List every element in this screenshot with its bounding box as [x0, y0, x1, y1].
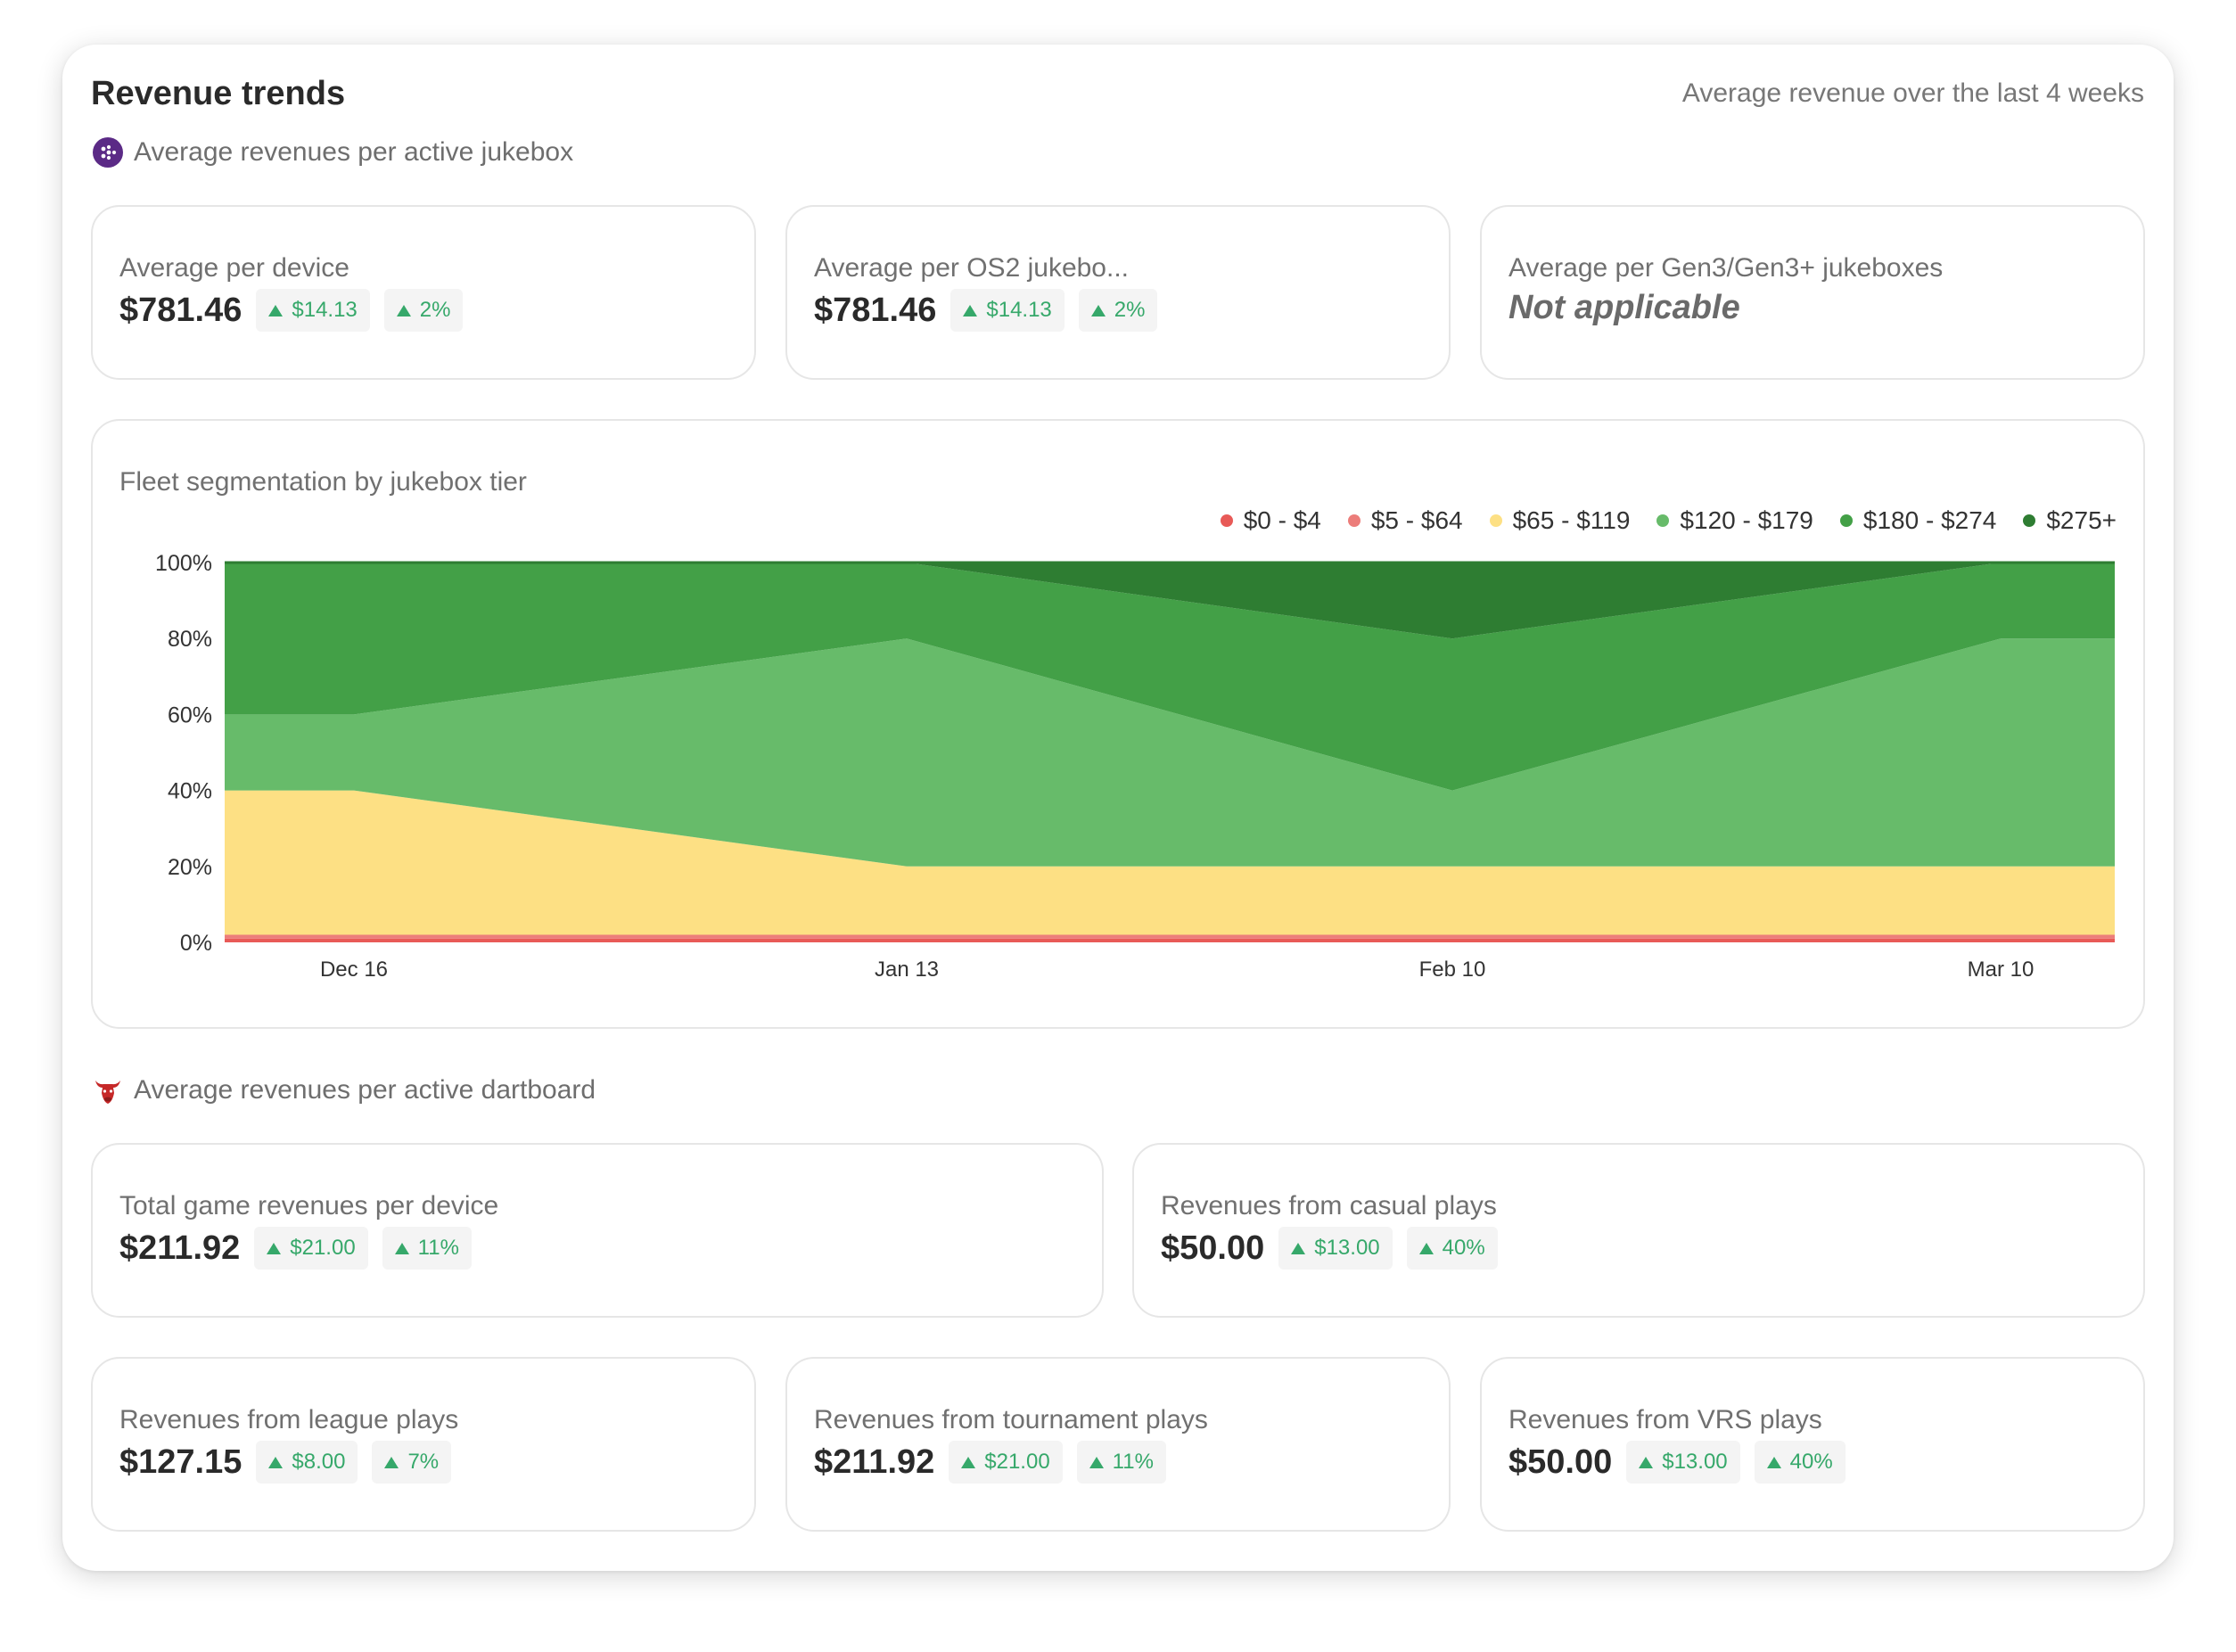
delta-amount-badge: $21.00: [254, 1227, 368, 1270]
metric-label: Average per Gen3/Gen3+ jukeboxes: [1508, 253, 1944, 283]
dartboard-section-label: Average revenues per active dartboard: [134, 1075, 596, 1105]
trend-up-icon: [1418, 1242, 1434, 1254]
fleet-segmentation-chart-card: Fleet segmentation by jukebox tier $0 - …: [91, 419, 2145, 1029]
metric-label: Average per device: [119, 253, 349, 283]
trend-up-icon: [396, 304, 411, 316]
metric-card-average-per-os2: Average per OS2 jukebo... $781.46 $14.13…: [785, 205, 1451, 380]
trend-up-icon: [963, 304, 978, 316]
bull-logo-icon: [95, 1081, 120, 1104]
metric-card-average-per-gen3: Average per Gen3/Gen3+ jukeboxes Not app…: [1480, 205, 2145, 380]
y-tick-label: 20%: [168, 855, 212, 880]
jukebox-section-title: Average revenues per active jukebox: [93, 137, 573, 168]
legend-dot-icon: [1347, 514, 1361, 527]
delta-amount-badge: $21.00: [949, 1441, 1063, 1484]
area-series[interactable]: [225, 638, 2115, 867]
legend-label: $275+: [2046, 506, 2117, 534]
metric-label: Average per OS2 jukebo...: [814, 253, 1129, 283]
revenue-trends-panel: Revenue trends Average revenue over the …: [62, 45, 2174, 1571]
x-tick-label: Jan 13: [875, 958, 939, 982]
metric-value: $211.92: [119, 1229, 241, 1267]
y-tick-label: 60%: [168, 703, 212, 727]
metric-value: $781.46: [119, 291, 243, 329]
chart-legend: $0 - $4 $5 - $64 $65 - $119 $120 - $179 $180…: [1220, 506, 2117, 535]
metric-card-vrs-plays: Revenues from VRS plays $50.00 $13.00 40…: [1480, 1357, 2145, 1532]
dartboard-section-title: Average revenues per active dartboard: [93, 1075, 596, 1105]
legend-dot-icon: [1489, 514, 1502, 527]
trend-up-icon: [1089, 1456, 1104, 1468]
metric-value: $50.00: [1508, 1442, 1613, 1481]
stacked-area-chart: 0% 20% 40% 60% 80% 100% Dec 16 Jan 13 Feb 10 Mar …: [155, 551, 2115, 982]
legend-dot-icon: [1656, 514, 1670, 527]
legend-label: $5 - $64: [1370, 506, 1463, 534]
y-tick-label: 0%: [180, 931, 212, 956]
area-series[interactable]: [225, 934, 2115, 939]
trend-up-icon: [1639, 1456, 1654, 1468]
jukebox-logo-icon: [93, 137, 123, 168]
legend-item[interactable]: $65 - $119: [1489, 506, 1631, 535]
metric-card-tournament-plays: Revenues from tournament plays $211.92 $…: [785, 1357, 1451, 1532]
trend-up-icon: [394, 1242, 409, 1254]
delta-amount-badge: $14.13: [950, 289, 1065, 332]
delta-percent-badge: 11%: [1076, 1441, 1166, 1484]
legend-dot-icon: [2023, 514, 2036, 527]
trend-up-icon: [961, 1456, 976, 1468]
delta-percent-badge: 11%: [382, 1227, 472, 1270]
legend-item[interactable]: $180 - $274: [1839, 506, 1997, 535]
legend-item[interactable]: $0 - $4: [1220, 506, 1321, 535]
delta-percent-badge: 7%: [372, 1441, 452, 1484]
trend-up-icon: [1766, 1456, 1781, 1468]
trend-up-icon: [267, 1242, 282, 1254]
metric-value: $211.92: [814, 1442, 935, 1481]
delta-amount-badge: $14.13: [256, 289, 370, 332]
area-series[interactable]: [225, 563, 2115, 639]
period-subtitle: Average revenue over the last 4 weeks: [1681, 78, 2144, 108]
y-tick-label: 40%: [168, 779, 212, 804]
metric-value: $50.00: [1161, 1229, 1265, 1267]
legend-label: $65 - $119: [1512, 506, 1631, 534]
metric-card-league-plays: Revenues from league plays $127.15 $8.00…: [91, 1357, 756, 1532]
delta-amount-badge: $8.00: [256, 1441, 358, 1484]
metric-value: $781.46: [814, 291, 937, 329]
metric-card-total-game-revenues: Total game revenues per device $211.92 $…: [91, 1143, 1104, 1318]
y-tick-label: 100%: [155, 551, 212, 576]
x-tick-label: Dec 16: [320, 958, 388, 982]
delta-amount-badge: $13.00: [1626, 1441, 1740, 1484]
legend-item[interactable]: $5 - $64: [1347, 506, 1463, 535]
delta-amount-badge: $13.00: [1278, 1227, 1393, 1270]
metric-value-not-applicable: Not applicable: [1508, 289, 1740, 326]
metric-label: Revenues from tournament plays: [814, 1405, 1208, 1434]
chart-title: Fleet segmentation by jukebox tier: [119, 467, 527, 497]
area-series[interactable]: [225, 938, 2115, 942]
trend-up-icon: [268, 304, 284, 316]
legend-label: $180 - $274: [1862, 506, 1997, 534]
metric-label: Revenues from VRS plays: [1508, 1405, 1822, 1434]
delta-percent-badge: 2%: [1078, 289, 1158, 332]
y-tick-label: 80%: [168, 627, 212, 652]
trend-up-icon: [1090, 304, 1106, 316]
legend-dot-icon: [1839, 514, 1853, 527]
area-series[interactable]: [225, 563, 2115, 791]
metric-card-casual-plays: Revenues from casual plays $50.00 $13.00…: [1132, 1143, 2145, 1318]
delta-percent-badge: 40%: [1754, 1441, 1846, 1484]
metric-card-average-per-device: Average per device $781.46 $14.13 2%: [91, 205, 756, 380]
area-series[interactable]: [225, 790, 2115, 935]
metric-label: Revenues from league plays: [119, 1405, 459, 1434]
trend-up-icon: [1291, 1242, 1306, 1254]
jukebox-section-label: Average revenues per active jukebox: [134, 137, 574, 167]
legend-dot-icon: [1220, 514, 1233, 527]
trend-up-icon: [268, 1456, 284, 1468]
legend-label: $120 - $179: [1680, 506, 1813, 534]
metric-value: $127.15: [119, 1442, 243, 1481]
legend-label: $0 - $4: [1243, 506, 1321, 534]
delta-percent-badge: 40%: [1406, 1227, 1498, 1270]
page-title: Revenue trends: [91, 75, 346, 112]
legend-item[interactable]: $120 - $179: [1656, 506, 1813, 535]
x-tick-label: Feb 10: [1419, 958, 1486, 982]
metric-label: Total game revenues per device: [119, 1191, 499, 1221]
delta-percent-badge: 2%: [383, 289, 464, 332]
metric-label: Revenues from casual plays: [1161, 1191, 1497, 1221]
trend-up-icon: [384, 1456, 399, 1468]
x-tick-label: Mar 10: [1968, 958, 2035, 982]
legend-item[interactable]: $275+: [2023, 506, 2117, 535]
